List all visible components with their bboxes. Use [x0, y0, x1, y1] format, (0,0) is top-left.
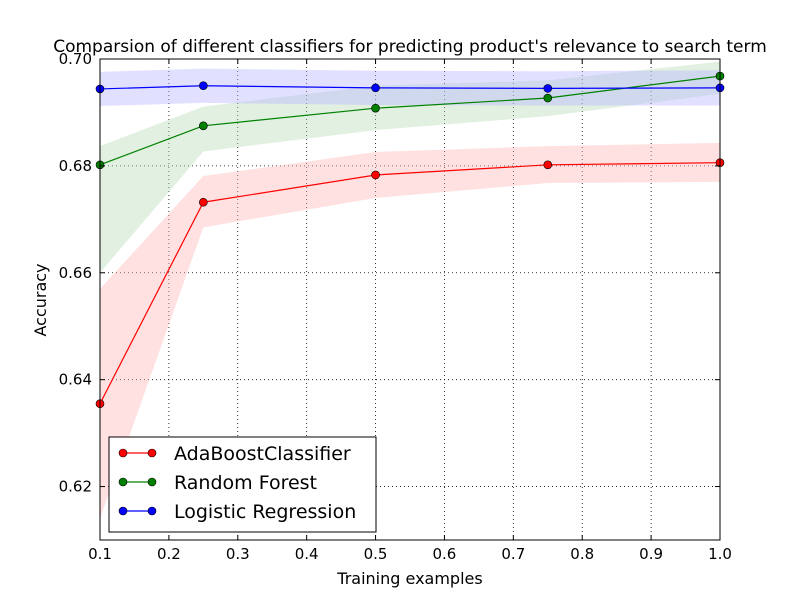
series-band [100, 61, 720, 273]
x-tick-label: 0.7 [501, 545, 525, 563]
x-tick-label: 0.4 [295, 545, 319, 563]
data-point [543, 160, 553, 170]
legend-marker [147, 448, 157, 458]
x-tick-label: 0.8 [570, 545, 594, 563]
series-band [100, 68, 720, 107]
data-point [371, 83, 380, 93]
legend-marker [118, 477, 128, 487]
x-tick-label: 0.5 [364, 545, 388, 563]
data-point [199, 197, 208, 207]
data-point [543, 93, 553, 103]
confidence-bands [100, 61, 720, 519]
x-tick-label: 0.1 [88, 545, 112, 563]
x-tick-label: 0.6 [433, 545, 457, 563]
data-point [543, 84, 553, 93]
y-tick-label: 0.62 [59, 478, 92, 496]
plot-frame [99, 58, 721, 541]
legend-marker [118, 448, 128, 458]
legend-marker [118, 506, 128, 516]
y-axis-label: Accuracy [31, 263, 50, 336]
axis-ticks: 0.1 0.2 0.3 0.4 0.5 0.6 0.7 0.8 0.9 1.0 0.62 0.64 0.… [59, 50, 732, 563]
x-tick-label: 0.3 [226, 545, 250, 563]
data-point [371, 170, 380, 180]
y-tick-label: 0.68 [59, 157, 92, 175]
y-tick-label: 0.66 [59, 264, 92, 282]
legend-marker [147, 477, 157, 487]
legend-marker [147, 506, 157, 516]
x-axis-label: Training examples [336, 569, 482, 588]
legend-label: Logistic Regression [174, 501, 356, 523]
y-tick-label: 0.70 [59, 50, 92, 68]
x-tick-label: 1.0 [708, 545, 732, 563]
legend-label: Random Forest [174, 472, 317, 494]
x-tick-label: 0.2 [157, 545, 181, 563]
legend: AdaBoostClassifier Random Forest Logistic … [108, 436, 377, 533]
chart-title: Comparsion of different classifiers for … [53, 37, 767, 57]
data-point [199, 121, 208, 131]
x-tick-label: 0.9 [639, 545, 663, 563]
series-band [100, 142, 720, 519]
y-tick-label: 0.64 [59, 371, 92, 389]
data-point [371, 103, 380, 113]
data-point [199, 81, 208, 91]
legend-label: AdaBoostClassifier [174, 443, 351, 465]
